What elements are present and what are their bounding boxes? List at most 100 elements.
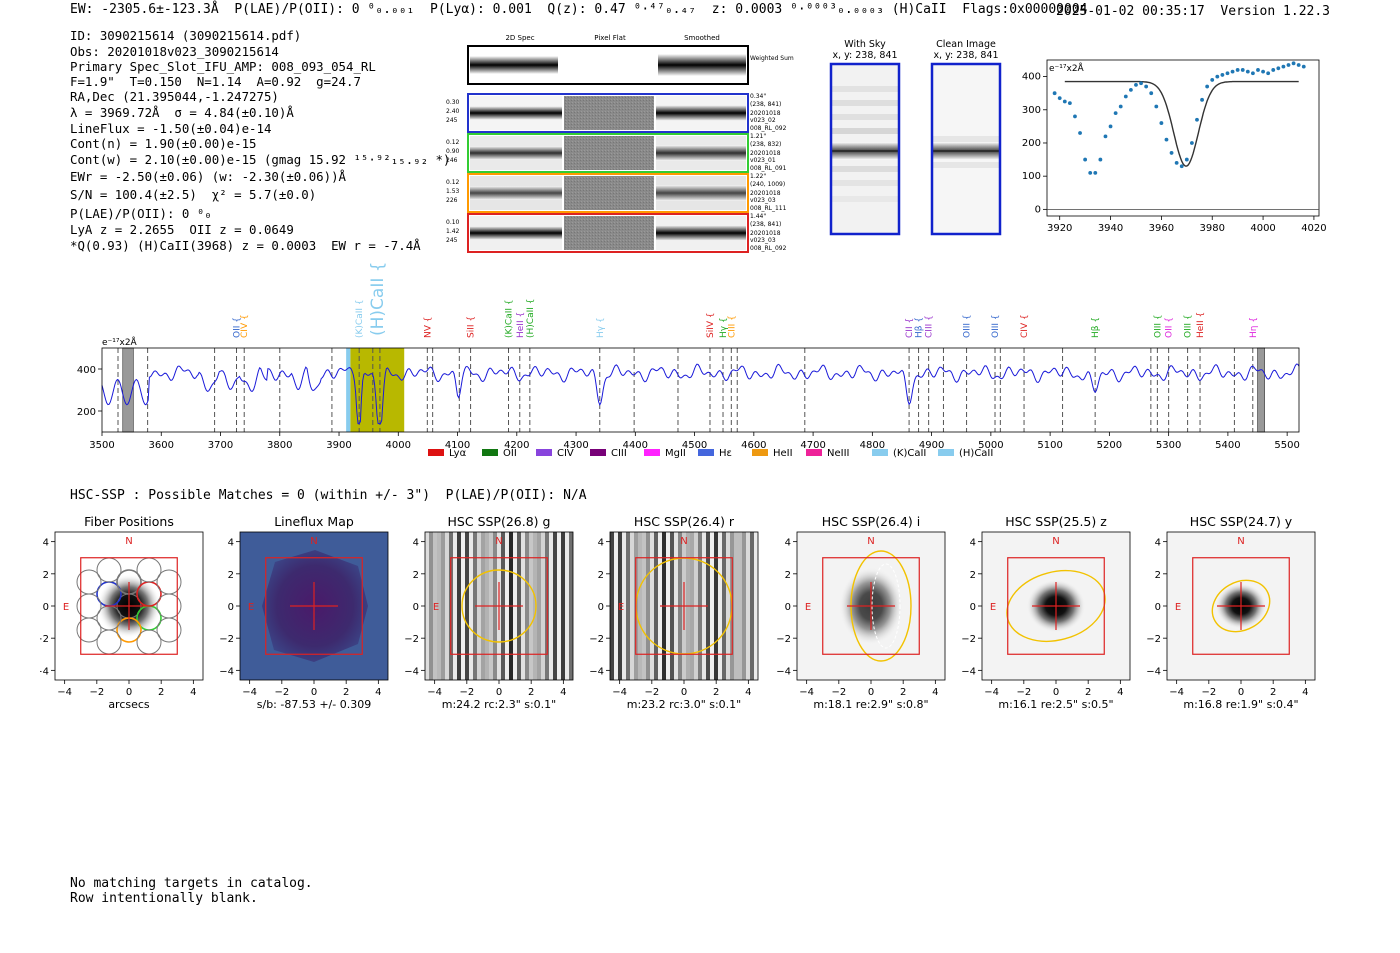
zoom-data-point (1291, 61, 1296, 66)
zoom-fit-curve (1064, 80, 1299, 167)
info-ifu: Primary Spec_Slot_IFU_AMP: 008_093_054_R… (70, 59, 376, 74)
legend-label: HeII (773, 448, 793, 459)
hsc-y-tick-label: −2 (1146, 634, 1161, 645)
spectrum-x-tick-label: 5100 (1037, 440, 1062, 451)
spectrum-x-tick-label: 3700 (208, 440, 233, 451)
legend-label: NeIII (827, 448, 849, 459)
spectrum-x-tick-label: 5400 (1215, 440, 1240, 451)
noise-stripe (553, 532, 557, 680)
line-label-text: (H)CaII { (368, 261, 388, 336)
zoom-x-tick-label: 3960 (1149, 223, 1174, 234)
row1-right-0: 0.34" (750, 93, 766, 100)
noise-stripe (614, 532, 618, 680)
zoom-data-point (1195, 117, 1199, 122)
hsc-panel: Lineflux Map N E −4 −4 −2 −2 0 0 2 2 4 4 s/b: -87.53 … (219, 514, 389, 711)
compass-north: N (125, 536, 132, 547)
noise-stripe (722, 532, 726, 680)
hsc-panel: HSC SSP(25.5) z N E −4 −4 −2 −2 0 0 2 2 4 4 m:16.1 re… (961, 514, 1131, 711)
hsc-x-tick-label: −2 (644, 687, 659, 698)
row2-left-1: 0.90 (446, 148, 460, 155)
hsc-x-tick-label: 2 (528, 687, 534, 698)
noise-stripe (738, 532, 742, 680)
hsc-y-tick-label: 0 (228, 602, 234, 613)
spectrum-x-tick-label: 4600 (741, 440, 766, 451)
line-label: Hβ { (915, 317, 925, 338)
noise-stripe (425, 532, 429, 680)
hsc-x-tick-label: 2 (1085, 687, 1091, 698)
fiber-circle (76, 569, 102, 595)
zoom-y-tick-label: 400 (1022, 72, 1041, 83)
noise-stripe (537, 532, 541, 680)
aperture-box (450, 557, 548, 655)
zoom-data-point (1286, 63, 1291, 67)
line-label-text: OII { (233, 317, 243, 338)
line-label: (K)CaII { (505, 299, 515, 338)
line-label-text: HeII { (516, 312, 526, 338)
hsc-x-tick-label: −4 (57, 687, 72, 698)
noise-stripe (746, 532, 750, 680)
zoom-data-point (1240, 68, 1245, 72)
col-header-pixelflat: Pixel Flat (594, 34, 626, 42)
spectrum-x-tick-label: 5000 (978, 440, 1003, 451)
zoom-y-tick-label: 0 (1035, 204, 1041, 215)
zoom-data-point (1205, 84, 1210, 89)
noise-stripe (642, 532, 646, 680)
header-timestamp-version: 2025-01-02 00:35:17 Version 1.22.3 (1056, 4, 1330, 19)
hsc-x-tick-label: 4 (745, 687, 751, 698)
hsc-y-tick-label: −4 (40, 666, 49, 677)
zoom-data-point (1073, 114, 1077, 119)
zoom-data-point (1128, 87, 1133, 92)
line-label-text: Hβ { (1091, 317, 1101, 338)
hsc-y-tick-label: −2 (961, 634, 976, 645)
hsc-x-tick-label: 4 (190, 687, 196, 698)
zoom-data-point (1139, 81, 1143, 86)
line-label: HeII { (1196, 312, 1206, 338)
info-id: ID: 3090215614 (3090215614.pdf) (70, 28, 302, 43)
zoom-x-tick-label: 4020 (1301, 223, 1326, 234)
compass-east: E (990, 602, 996, 613)
spectrum-x-tick-label: 3800 (267, 440, 292, 451)
row3-right-0: 1.22" (750, 173, 766, 180)
zoom-data-point (1062, 99, 1067, 104)
zoom-data-point (1235, 68, 1240, 72)
zoom-data-point (1149, 91, 1154, 96)
hsc-y-tick-label: 2 (413, 570, 419, 581)
col-header-2dspec: 2D Spec (505, 34, 534, 42)
zoom-data-point (1266, 71, 1271, 76)
row2-left-2: 246 (446, 157, 458, 164)
zoom-x-tick-label: 3920 (1047, 223, 1072, 234)
zoom-data-point (1108, 124, 1113, 129)
spectrum-x-tick-label: 5200 (1097, 440, 1122, 451)
hsc-x-tick-label: −2 (1201, 687, 1216, 698)
hsc-x-tick-label: −4 (984, 687, 999, 698)
info-ewr: EWr = -2.50(±0.06) (w: -2.30(±0.06))Å (70, 169, 347, 184)
zoom-data-point (1281, 64, 1286, 69)
line-label-text: OIII { (963, 314, 973, 338)
footer-line-1: No matching targets in catalog. (70, 876, 313, 891)
hsc-y-tick-label: −2 (589, 634, 604, 645)
line-label: NV { (423, 317, 433, 338)
line-label-text: Hγ { (719, 317, 729, 338)
line-label-text: HeII { (1196, 312, 1206, 338)
sky-panels: With Sky x, y: 238, 841 Clean Image x, y… (829, 39, 1002, 236)
hsc-panel-title: Lineflux Map (274, 514, 354, 529)
info-lineflux: LineFlux = -1.50(±0.04)e-14 (70, 121, 272, 136)
zoom-data-point (1134, 82, 1138, 87)
zoom-y-tick-label: 100 (1022, 171, 1041, 182)
info-q: *Q(0.93) (H)CaII(3968) z = 0.0003 EW r =… (70, 238, 421, 253)
hsc-panel-caption: m:16.1 re:2.5" s:0.5" (998, 698, 1113, 711)
line-label: CIII { (727, 315, 737, 338)
row2-left-0: 0.12 (446, 139, 460, 146)
aperture-box (635, 557, 733, 655)
compass-east: E (63, 602, 69, 613)
hsc-summary: HSC-SSP : Possible Matches = 0 (within +… (70, 488, 587, 503)
zoom-data-point (1093, 170, 1098, 175)
compass-north: N (1052, 536, 1059, 547)
noise-stripe (726, 532, 730, 680)
compass-east: E (248, 602, 254, 613)
zoom-data-point (1261, 69, 1265, 74)
hsc-x-tick-label: −4 (799, 687, 814, 698)
compass-east: E (1175, 602, 1181, 613)
row4-right-4: 008_RL_092 (750, 245, 787, 252)
zoom-data-point (1184, 157, 1189, 162)
